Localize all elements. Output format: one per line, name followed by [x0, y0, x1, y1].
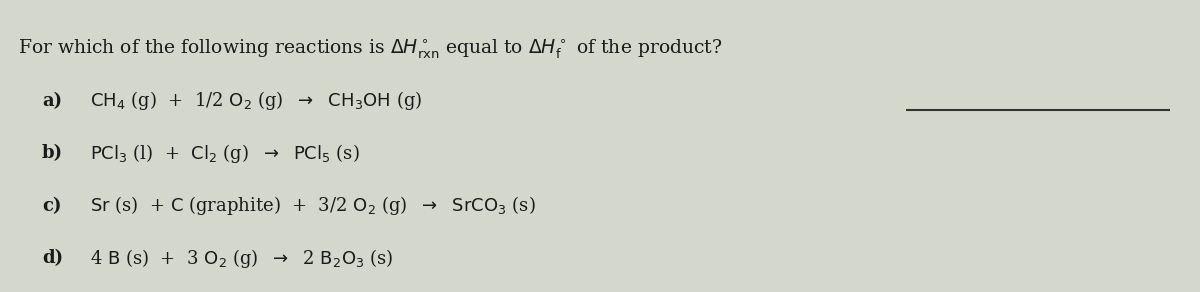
Text: a): a): [42, 92, 62, 110]
Text: c): c): [42, 197, 61, 215]
Text: $\mathrm{PCl_3}$ (l)  +  $\mathrm{Cl_2}$ (g)  $\rightarrow$  $\mathrm{PCl_5}$ (s: $\mathrm{PCl_3}$ (l) + $\mathrm{Cl_2}$ (…: [90, 142, 360, 165]
Text: b): b): [42, 144, 64, 162]
Text: d): d): [42, 249, 64, 267]
Text: 4 $\mathrm{B}$ (s)  +  3 $\mathrm{O_2}$ (g)  $\rightarrow$  2 $\mathrm{B_2O_3}$ : 4 $\mathrm{B}$ (s) + 3 $\mathrm{O_2}$ (g…: [90, 247, 394, 270]
Text: $\mathrm{Sr}$ (s)  + $\mathrm{C}$ (graphite)  +  3/2 $\mathrm{O_2}$ (g)  $\right: $\mathrm{Sr}$ (s) + $\mathrm{C}$ (graphi…: [90, 194, 535, 217]
Text: For which of the following reactions is $\Delta H^\circ_{\mathrm{rxn}}$ equal to: For which of the following reactions is …: [18, 38, 722, 61]
Text: $\mathrm{CH_4}$ (g)  +  1/2 $\mathrm{O_2}$ (g)  $\rightarrow$  $\mathrm{CH_3OH}$: $\mathrm{CH_4}$ (g) + 1/2 $\mathrm{O_2}$…: [90, 89, 422, 112]
